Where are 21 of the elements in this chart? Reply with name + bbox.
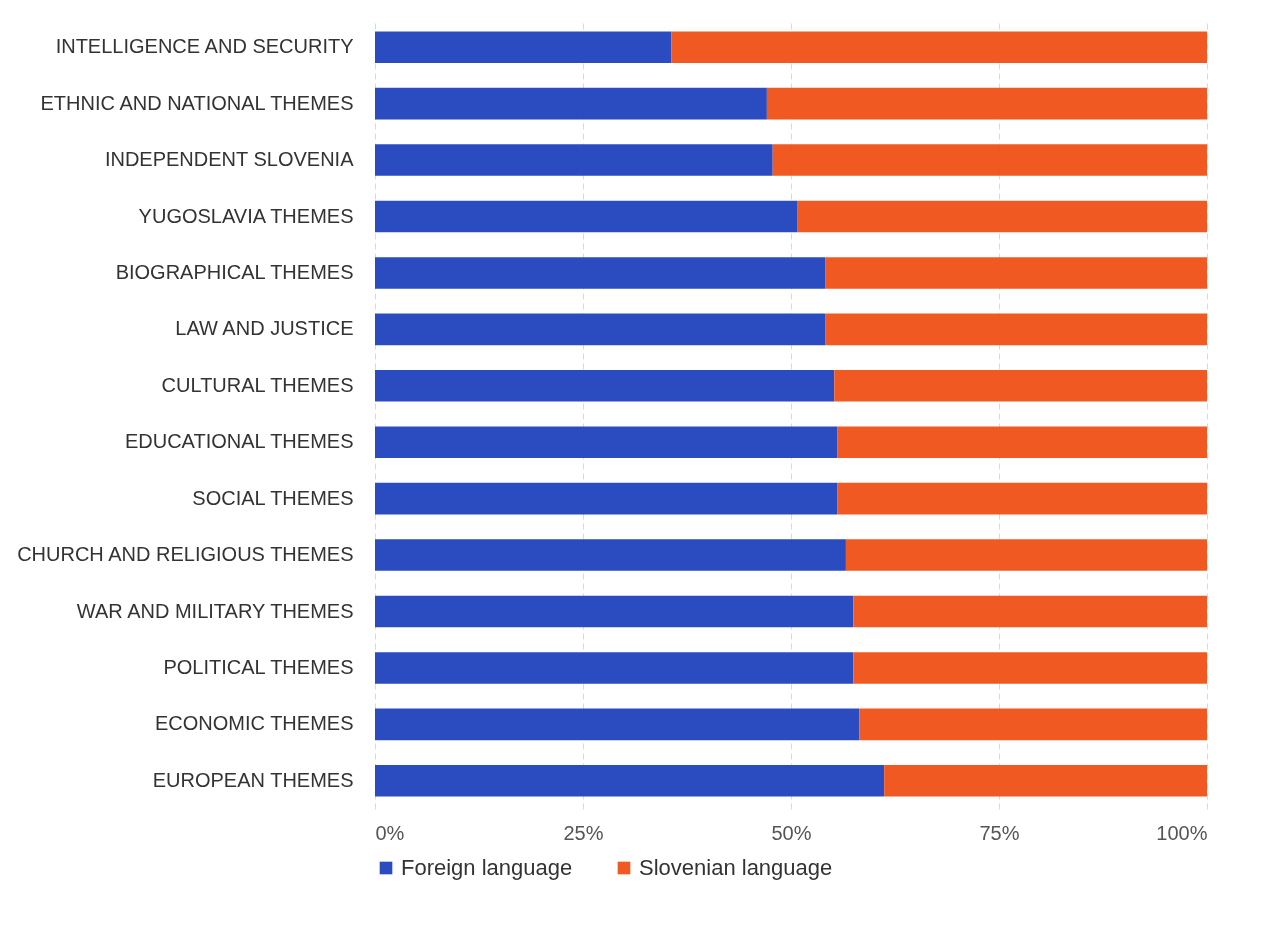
y-tick-label: SOCIAL THEMES [192, 486, 354, 509]
y-tick-label: BIOGRAPHICAL THEMES [115, 260, 354, 283]
y-tick-label: CHURCH AND RELIGIOUS THEMES [17, 543, 354, 566]
y-tick-label: YUGOSLAVIA THEMES [138, 204, 354, 227]
x-tick-label: 0% [375, 821, 405, 844]
x-tick-label: 75% [979, 821, 1020, 844]
y-tick-label: INTELLIGENCE AND SECURITY [55, 35, 354, 58]
y-tick-label: POLITICAL THEMES [163, 655, 354, 678]
x-tick-label: 25% [563, 821, 604, 844]
y-tick-label: WAR AND MILITARY THEMES [76, 599, 354, 622]
y-tick-label: LAW AND JUSTICE [175, 317, 354, 340]
legend-label: Foreign language [401, 855, 573, 880]
y-tick-label: CULTURAL THEMES [161, 373, 354, 396]
y-tick-label: INDEPENDENT SLOVENIA [104, 148, 355, 171]
y-tick-label: EDUCATIONAL THEMES [124, 430, 354, 453]
x-tick-label: 100% [1156, 821, 1208, 844]
y-tick-label: ETHNIC AND NATIONAL THEMES [40, 91, 354, 114]
legend-label: Slovenian language [639, 855, 833, 880]
y-tick-label: ECONOMIC THEMES [154, 712, 354, 735]
x-tick-label: 50% [771, 821, 812, 844]
y-tick-label: EUROPEAN THEMES [152, 768, 354, 791]
